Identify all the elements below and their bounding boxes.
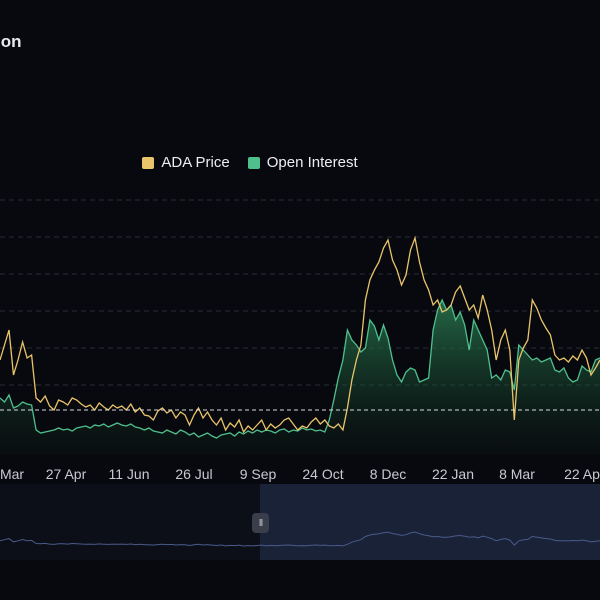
x-tick-label: 8 Mar: [499, 466, 535, 482]
x-tick-label: 8 Dec: [370, 466, 407, 482]
legend-item-ada-price[interactable]: ADA Price: [142, 154, 230, 171]
x-tick-label: 27 Apr: [46, 466, 87, 482]
x-tick-label: 26 Jul: [175, 466, 212, 482]
x-tick-label: Mar: [0, 466, 24, 482]
x-axis-ticks: Mar 27 Apr 11 Jun 26 Jul 9 Sep 24 Oct 8 Dec 22 …: [0, 466, 600, 482]
open-interest-line: [0, 298, 600, 439]
navigator-handle[interactable]: II: [252, 513, 269, 533]
legend-label-ada-price: ADA Price: [161, 154, 230, 171]
legend-swatch-open-interest: [247, 156, 260, 169]
x-tick-label: 11 Jun: [109, 466, 150, 482]
chart-legend: ADA Price Open Interest: [0, 154, 500, 171]
legend-item-open-interest[interactable]: Open Interest: [247, 154, 358, 171]
navigator-selection[interactable]: [260, 484, 600, 560]
legend-label-open-interest: Open Interest: [266, 154, 358, 171]
x-tick-label: 9 Sep: [240, 466, 277, 482]
pause-icon: II: [258, 517, 263, 529]
x-tick-label: 24 Oct: [302, 466, 343, 482]
open-interest-area: [0, 300, 600, 455]
grid-lines: [0, 199, 600, 386]
navigator-series-line: [0, 531, 600, 547]
x-tick-label: 22 Ap: [564, 466, 600, 482]
chart-title: ion: [0, 32, 22, 51]
ada-price-line: [0, 235, 600, 434]
x-tick-label: 22 Jan: [432, 466, 474, 482]
legend-swatch-ada-price: [142, 156, 155, 169]
